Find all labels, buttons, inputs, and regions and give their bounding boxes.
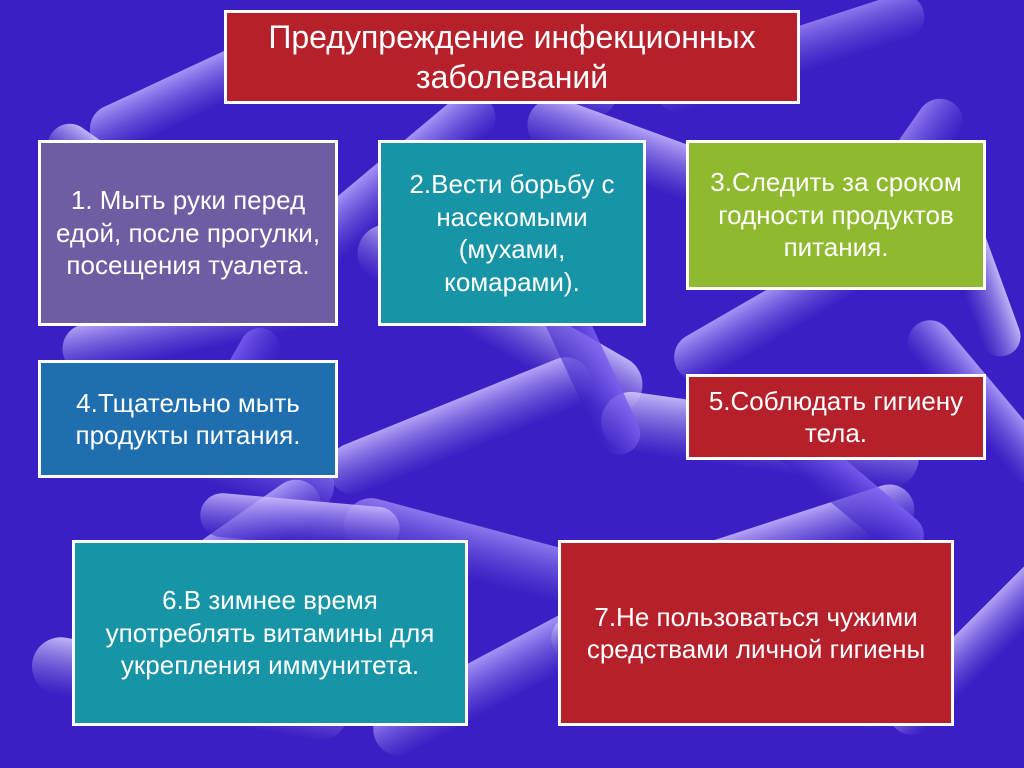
tip-text-3: 3.Следить за сроком годности продуктов п…: [699, 166, 973, 264]
tip-text-6: 6.В зимнее время употреблять витамины дл…: [85, 584, 455, 682]
tip-box-3: 3.Следить за сроком годности продуктов п…: [686, 140, 986, 290]
tip-box-7: 7.Не пользоваться чужими средствами личн…: [558, 540, 954, 726]
title-text: Предупреждение инфекционных заболеваний: [237, 17, 787, 97]
title-box: Предупреждение инфекционных заболеваний: [224, 10, 800, 104]
infographic-content: Предупреждение инфекционных заболеваний …: [0, 0, 1024, 768]
tip-text-1: 1. Мыть руки перед едой, после прогулки,…: [51, 184, 325, 282]
tip-box-2: 2.Вести борьбу с насекомыми (мухами, ком…: [378, 140, 646, 326]
tip-text-2: 2.Вести борьбу с насекомыми (мухами, ком…: [391, 168, 633, 298]
tip-box-5: 5.Соблюдать гигиену тела.: [686, 374, 986, 460]
tip-text-4: 4.Тщательно мыть продукты питания.: [51, 387, 325, 452]
tip-box-6: 6.В зимнее время употреблять витамины дл…: [72, 540, 468, 726]
tip-text-7: 7.Не пользоваться чужими средствами личн…: [571, 601, 941, 666]
tip-text-5: 5.Соблюдать гигиену тела.: [699, 385, 973, 450]
tip-box-1: 1. Мыть руки перед едой, после прогулки,…: [38, 140, 338, 326]
tip-box-4: 4.Тщательно мыть продукты питания.: [38, 360, 338, 478]
